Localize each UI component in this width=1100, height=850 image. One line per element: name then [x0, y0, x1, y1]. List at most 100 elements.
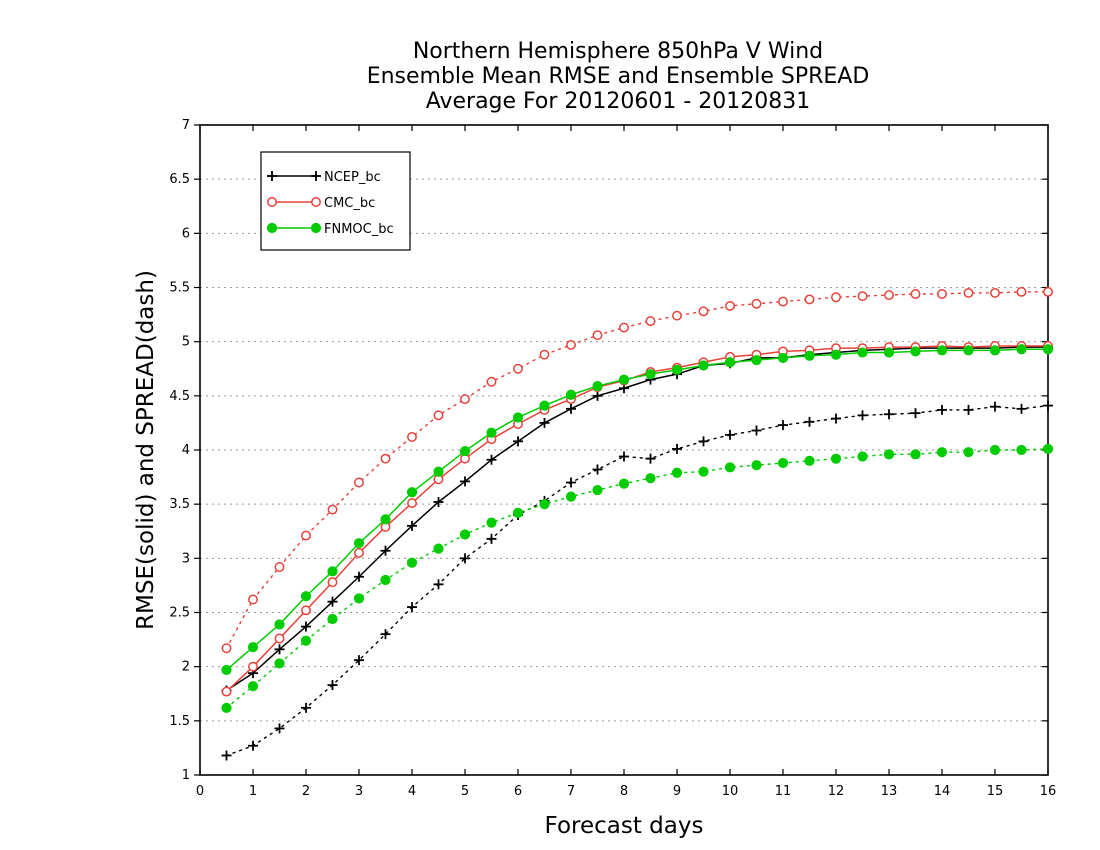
data-point: [247, 681, 259, 692]
data-point: [539, 349, 550, 360]
data-point: [354, 547, 364, 558]
data-point: [751, 425, 762, 436]
x-tick-label: 3: [355, 784, 363, 799]
spread-line: [225, 404, 1049, 757]
y-tick-label: 3.5: [169, 497, 190, 512]
x-tick-label: 5: [461, 784, 469, 799]
data-point: [248, 661, 258, 672]
data-point: [267, 171, 277, 181]
data-point: [566, 403, 576, 414]
data-point: [513, 363, 523, 374]
data-point: [883, 449, 895, 460]
y-tick-label: 1: [182, 768, 190, 783]
data-point: [406, 487, 418, 498]
data-point: [645, 453, 656, 464]
data-point: [301, 702, 311, 713]
data-point: [937, 289, 947, 299]
data-point: [274, 644, 285, 655]
data-point: [884, 409, 894, 420]
data-point: [300, 635, 312, 646]
data-point: [433, 579, 444, 590]
data-point: [274, 658, 285, 669]
legend-label: NCEP_bc: [324, 170, 381, 185]
x-tick-label: 12: [828, 784, 845, 799]
data-point: [857, 451, 868, 462]
rmse-line: [225, 345, 1048, 693]
x-tick-label: 1: [249, 784, 257, 799]
data-point: [884, 290, 894, 301]
data-point: [565, 491, 577, 502]
data-point: [221, 702, 232, 713]
data-point: [910, 289, 921, 299]
data-point: [990, 401, 1000, 412]
data-point: [267, 197, 277, 207]
data-point: [565, 389, 577, 400]
data-point: [698, 360, 709, 371]
data-point: [380, 574, 391, 586]
data-point: [539, 499, 550, 510]
data-point: [963, 447, 974, 458]
data-point: [301, 621, 311, 632]
data-point: [671, 467, 683, 478]
data-point: [539, 417, 550, 428]
data-point: [512, 412, 524, 423]
data-point: [327, 566, 338, 577]
data-point: [989, 444, 1001, 456]
data-point: [433, 497, 444, 507]
data-point: [804, 294, 815, 305]
data-point: [566, 339, 576, 350]
data-point: [777, 352, 789, 364]
data-point: [407, 432, 417, 442]
data-point: [804, 416, 815, 427]
data-point: [354, 655, 364, 666]
data-point: [460, 394, 470, 405]
x-tick-label: 2: [302, 784, 310, 799]
data-point: [380, 514, 391, 525]
data-point: [566, 477, 576, 488]
x-tick-label: 16: [1040, 784, 1057, 799]
data-point: [311, 171, 321, 181]
grid: [200, 178, 1048, 722]
data-point: [406, 557, 418, 568]
data-point: [936, 447, 948, 458]
data-point: [883, 347, 895, 358]
data-point: [221, 664, 232, 676]
data-point: [1016, 403, 1027, 414]
data-point: [831, 413, 841, 424]
legend-label: FNMOC_bc: [324, 222, 394, 237]
data-point: [1016, 286, 1027, 297]
data-point: [380, 629, 391, 640]
data-point: [963, 287, 974, 298]
axis-ticks: 11.522.533.544.555.566.570 1 2 3 4 5 6 7 8 9 10 11 1…: [169, 118, 1056, 799]
legend-item: FNMOC_bc: [266, 222, 394, 237]
spread-line: [225, 448, 1049, 709]
data-point: [857, 347, 868, 358]
data-point: [433, 410, 444, 421]
data-point: [266, 222, 278, 234]
data-point: [592, 330, 603, 341]
y-tick-label: 5.5: [169, 281, 190, 296]
data-point: [910, 449, 921, 460]
data-point: [274, 633, 285, 644]
data-point: [274, 723, 285, 734]
data-point: [857, 291, 868, 302]
data-point: [777, 457, 789, 469]
data-point: [353, 593, 365, 604]
data-point: [724, 462, 736, 473]
data-point: [618, 478, 630, 489]
data-point: [989, 345, 1001, 356]
data-point: [592, 464, 603, 475]
data-point: [247, 642, 259, 653]
y-tick-label: 1.5: [169, 714, 190, 729]
data-point: [724, 357, 736, 368]
data-point: [645, 369, 656, 380]
legend-box: [260, 151, 411, 251]
data-point: [221, 686, 232, 697]
data-point: [778, 420, 788, 431]
data-point: [1016, 344, 1027, 355]
data-point: [804, 455, 815, 466]
data-point: [354, 571, 364, 582]
x-axis-title: Forecast days: [545, 813, 704, 839]
data-point: [301, 605, 311, 616]
